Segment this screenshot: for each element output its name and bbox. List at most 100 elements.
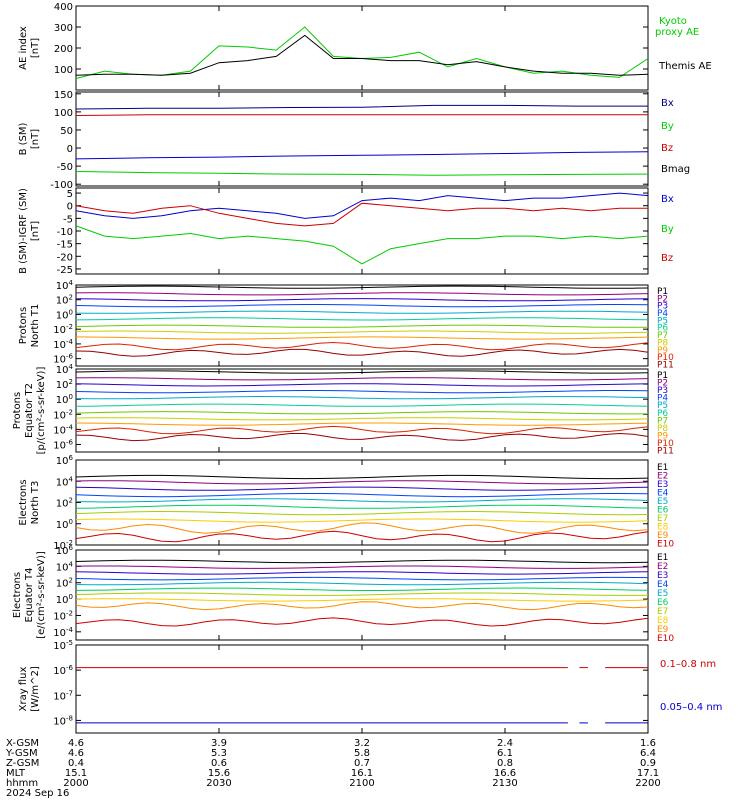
p2-legend-P10: P10 <box>657 439 674 449</box>
e1-legend-E4: E4 <box>657 488 669 498</box>
bsm-ylabel: [nT] <box>30 129 41 149</box>
footer-val: 2.4 <box>497 738 513 749</box>
p1-ytick-label: 104 <box>56 279 74 292</box>
e1-legend-E7: E7 <box>657 514 668 524</box>
bsm-ylabel: B (SM) <box>18 122 29 155</box>
e1-series-E6 <box>75 504 649 509</box>
p1-legend-P5: P5 <box>657 316 668 326</box>
e1-series-E7 <box>75 510 649 516</box>
p2-series-P7 <box>75 411 649 415</box>
p2-ytick-label: 10-2 <box>53 408 73 421</box>
p1-legend-P2: P2 <box>657 294 668 304</box>
p2-series-P1 <box>75 370 649 374</box>
p2-series-P6 <box>75 403 649 407</box>
e2-ytick-exp: 4 <box>69 560 74 568</box>
digrf-ytick-label: 5 <box>67 189 73 200</box>
ae-series-kyoto-proxy-ae <box>75 26 649 79</box>
e1-ytick-label: 100 <box>56 518 73 531</box>
p1-ytick-exp: -4 <box>66 338 74 346</box>
bsm-ytick-label: 150 <box>54 90 73 101</box>
p2-ytick-label: 100 <box>56 393 73 406</box>
footer-val: 15.1 <box>65 768 87 779</box>
ae-legend-themis: Themis AE <box>658 61 712 72</box>
p2-ytick-label: 10-6 <box>53 438 73 451</box>
p2-legend-P4: P4 <box>657 394 668 404</box>
p2-series-P8 <box>75 417 649 421</box>
e1-series-E3 <box>75 486 649 491</box>
xray-ytick-exp: -7 <box>66 689 73 697</box>
digrf-legend-bz: Bz <box>661 253 673 264</box>
p2-series-P11 <box>75 432 649 442</box>
xray-legend-long: 0.1–0.8 nm <box>660 659 716 670</box>
xray-ytick-label: 10-5 <box>53 639 73 652</box>
footer-val: 17.1 <box>637 768 659 779</box>
e1-ylabel: North T3 <box>30 481 41 525</box>
footer-val: 4.6 <box>68 748 84 759</box>
e2-ytick-label: 10-2 <box>53 609 73 622</box>
p1-ytick-exp: 0 <box>69 308 73 316</box>
e1-legend-E2: E2 <box>657 471 668 481</box>
bsm-series-by <box>75 171 649 176</box>
e2-series-E5 <box>75 581 649 586</box>
footer-val: 2030 <box>206 778 231 789</box>
p1-legend-P7: P7 <box>657 331 668 341</box>
e1-ytick-exp: 4 <box>69 475 74 483</box>
e1-series-E8 <box>75 518 649 523</box>
p2-ytick-exp: 0 <box>69 393 73 401</box>
p1-legend-P9: P9 <box>657 346 668 356</box>
footer-table: X-GSM Y-GSM Z-GSM MLT hhmm 2024 Sep 16 4… <box>5 738 661 799</box>
e2-legend-E3: E3 <box>657 571 668 581</box>
p2-legend-P3: P3 <box>657 386 668 396</box>
digrf-ytick-label: -15 <box>57 240 73 251</box>
e1-ytick-label: 104 <box>56 475 74 488</box>
xray-ylabel: Xray flux <box>18 667 29 712</box>
e2-ytick-label: 104 <box>56 560 74 573</box>
p2-legend-P1: P1 <box>657 371 668 381</box>
e1-ytick-exp: -2 <box>66 539 73 547</box>
bsm-ytick-label: -50 <box>57 162 73 173</box>
p1-series-P6 <box>75 317 649 321</box>
e2-legend-E10: E10 <box>657 634 674 644</box>
p2-legend-P11: P11 <box>657 446 674 456</box>
bsm-legend-bx: Bx <box>661 98 674 109</box>
footer-val: 16.1 <box>351 768 373 779</box>
e2-legend-E8: E8 <box>657 616 669 626</box>
e2-ytick-exp: 2 <box>69 577 73 585</box>
p1-series-P5 <box>75 310 649 314</box>
digrf-series-by <box>75 225 649 265</box>
digrf-series-bz <box>75 202 648 227</box>
p2-series-P3 <box>75 383 649 387</box>
p2-ytick-label: 104 <box>56 363 74 376</box>
p2-legend-P9: P9 <box>657 431 668 441</box>
p1-ytick-label: 10-2 <box>53 323 73 336</box>
bsm-series-bmag <box>75 151 649 160</box>
p2-series-P5 <box>75 395 649 400</box>
p2-ytick-label: 10-4 <box>53 423 73 436</box>
p1-ytick-exp: -6 <box>66 353 74 361</box>
footer-val: 3.2 <box>354 738 370 749</box>
footer-label-mlt: MLT <box>6 768 26 779</box>
footer-val: 2100 <box>349 778 374 789</box>
xray-ytick-label: 10-7 <box>53 689 73 702</box>
e2-ytick-label: 100 <box>56 593 73 606</box>
p2-legend-P6: P6 <box>657 409 668 419</box>
xray-ytick-label: 10-8 <box>53 714 73 727</box>
footer-val: 5.3 <box>211 748 227 759</box>
digrf-ytick-label: -25 <box>57 265 73 276</box>
footer-val: 0.4 <box>68 758 84 769</box>
xray-ylabel: [W/m^2] <box>30 666 41 712</box>
footer-val: 15.6 <box>208 768 230 779</box>
e1-ytick-exp: 0 <box>69 518 73 526</box>
e2-legend-E1: E1 <box>657 553 668 563</box>
p2-ytick-exp: -6 <box>66 438 74 446</box>
e2-ytick-label: 102 <box>56 577 73 590</box>
p2-series-P10 <box>75 425 649 435</box>
ae-ytick-label: 300 <box>54 23 73 34</box>
footer-val: 16.6 <box>494 768 516 779</box>
p1-series-P8 <box>75 330 649 334</box>
p2-legend-P8: P8 <box>657 424 668 434</box>
p1-series-P2 <box>75 292 649 296</box>
e2-series-E3 <box>75 571 649 575</box>
p1-ylabel: North T1 <box>30 304 41 348</box>
